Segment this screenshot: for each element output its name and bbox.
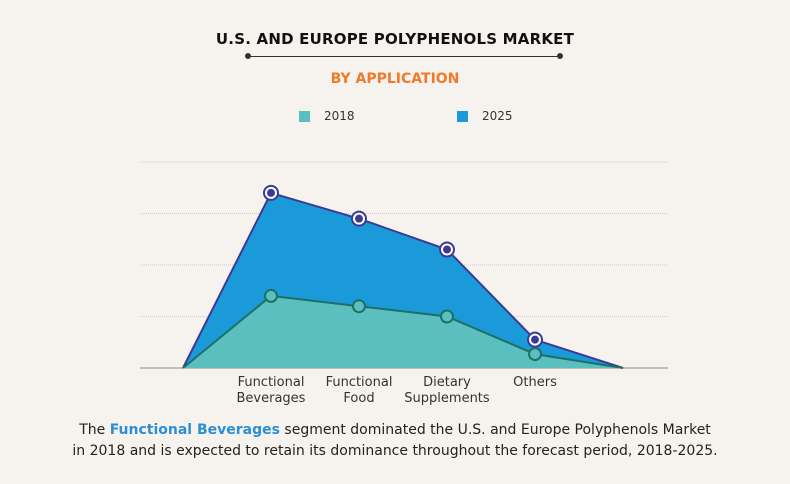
chart-title: U.S. AND EUROPE POLYPHENOLS MARKET [215, 30, 575, 48]
category-label: Functional Food [325, 375, 393, 406]
point-2025-core [355, 214, 363, 223]
chart-caption: The Functional Beverages segment dominat… [0, 420, 790, 462]
chart-subtitle: BY APPLICATION [330, 71, 460, 87]
point-2018 [440, 309, 454, 324]
point-2025-core [267, 188, 275, 197]
caption-line2: in 2018 and is expected to retain its do… [72, 443, 718, 459]
point-2018 [352, 299, 366, 314]
caption-middle: segment dominated the U.S. and Europe Po… [279, 422, 711, 438]
point-2018 [528, 347, 542, 362]
title-divider [248, 56, 560, 57]
legend-item-2025: 2025 [457, 109, 513, 123]
category-label: Functional Beverages [236, 375, 306, 406]
point-2018 [264, 288, 278, 303]
legend-swatch-2018 [299, 110, 310, 122]
point-2025-core [531, 335, 539, 344]
divider-dot-left [245, 53, 251, 59]
divider-dot-right [557, 53, 563, 59]
legend-label-2018: 2018 [324, 109, 355, 123]
category-label: Dietary Supplements [404, 375, 490, 406]
line-2018 [182, 294, 624, 369]
caption-prefix: The [79, 422, 110, 438]
legend-swatch-2025 [457, 110, 468, 122]
area-2018 [183, 295, 623, 368]
legend-item-2018: 2018 [299, 109, 355, 123]
point-2025-core [443, 245, 451, 254]
legend-label-2025: 2025 [482, 109, 513, 123]
line-2025 [182, 191, 624, 369]
caption-highlight: Functional Beverages [109, 422, 280, 438]
category-label: Others [513, 375, 557, 390]
